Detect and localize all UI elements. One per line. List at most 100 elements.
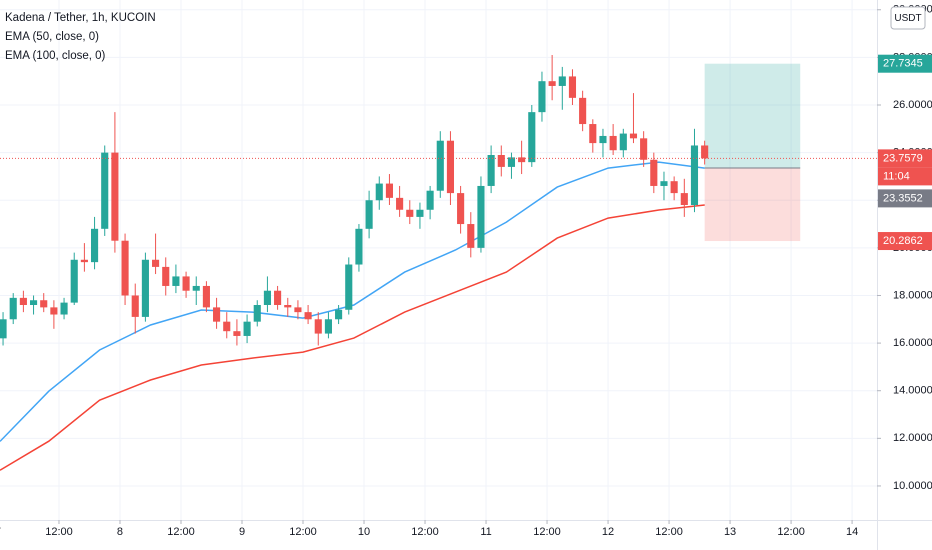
candle-body — [213, 307, 221, 322]
currency-box[interactable] — [890, 6, 926, 30]
candle-body — [101, 152, 109, 229]
countdown-box — [878, 167, 932, 186]
target-price-label: 27.7345 — [883, 58, 923, 70]
candle-body — [314, 319, 322, 334]
x-tick-label: 12 — [602, 526, 614, 538]
y-tick-label: 16.0000 — [893, 337, 932, 349]
x-tick-label: 12:00 — [533, 526, 561, 538]
candle-body — [29, 300, 38, 305]
candle-body — [609, 135, 617, 151]
target-price-label-box — [878, 54, 932, 73]
candle-body — [477, 185, 485, 248]
currency-button[interactable]: USDT — [890, 6, 926, 30]
candle-body — [263, 290, 271, 305]
candle-body — [355, 228, 363, 265]
candle-body — [19, 297, 27, 305]
y-tick-label: 26.0000 — [893, 99, 932, 111]
candle-body — [426, 190, 434, 210]
stop-price-label: 20.2862 — [883, 235, 923, 247]
candle-body — [416, 209, 424, 217]
candle-body — [223, 321, 231, 332]
candle-body — [650, 159, 658, 186]
candle-body — [121, 240, 129, 296]
x-tick-label: 9 — [239, 526, 245, 538]
candle-body — [518, 157, 526, 163]
candle-body — [599, 135, 607, 144]
candle-body — [80, 259, 88, 263]
candle-body — [40, 300, 48, 308]
candle-body — [406, 209, 414, 217]
stop-price-label-box — [878, 232, 932, 251]
candle-body — [528, 112, 536, 163]
x-tick-label: 8 — [117, 526, 123, 538]
candle-body — [589, 124, 597, 144]
candle-body — [670, 181, 678, 194]
candle-body — [497, 155, 505, 167]
candle-body — [0, 319, 7, 339]
y-tick-label: 14.0000 — [893, 385, 932, 397]
candle-body — [579, 97, 587, 125]
candle-body — [70, 259, 78, 303]
candle-body — [558, 76, 566, 86]
countdown: 11:04 — [883, 170, 910, 182]
candle-body — [192, 285, 200, 291]
candle-body — [446, 140, 455, 194]
candle-body — [507, 157, 516, 167]
candle-body — [60, 302, 68, 315]
chart-title: Kadena / Tether, 1h, KUCOIN — [5, 12, 156, 24]
y-tick-label: 18.0000 — [893, 289, 932, 301]
candle-body — [701, 145, 709, 159]
candle-body — [690, 145, 699, 205]
x-tick-label: 14 — [846, 526, 858, 538]
entry-price-label: 23.3552 — [883, 192, 923, 204]
x-tick-label: 13 — [724, 526, 736, 538]
currency[interactable]: USDT — [894, 13, 921, 24]
candle-body — [487, 155, 495, 186]
candle-body — [111, 152, 119, 241]
legend-entry: EMA (100, close, 0) — [5, 50, 106, 62]
candle-body — [162, 266, 170, 286]
plot-area — [0, 55, 877, 471]
x-tick-label: 10 — [358, 526, 370, 538]
entry-price-label-box — [878, 189, 932, 208]
ema-line — [0, 204, 705, 471]
candle-body — [467, 224, 475, 248]
y-tick-label: 12.0000 — [893, 432, 932, 444]
candle-body — [365, 200, 373, 229]
candle-body — [568, 76, 577, 98]
candle-body — [619, 133, 627, 151]
ema-line — [0, 161, 705, 442]
candle-body — [182, 276, 190, 291]
candle-body — [640, 138, 648, 160]
x-tick-label: 12:00 — [45, 526, 73, 538]
candle-body — [436, 140, 444, 191]
candle-body — [233, 331, 241, 336]
current-price-label-box — [878, 149, 932, 168]
y-tick-label: 10.0000 — [893, 480, 932, 492]
current-price-label: 23.7579 — [883, 152, 923, 164]
x-tick-label: 12:00 — [411, 526, 439, 538]
x-tick-label: 12:00 — [777, 526, 805, 538]
candle-body — [50, 307, 58, 315]
candle-body — [243, 321, 251, 336]
candle-body — [680, 193, 688, 205]
stop-zone — [704, 167, 801, 242]
x-tick-label: 12:00 — [167, 526, 195, 538]
candle-body — [385, 183, 393, 198]
candle-body — [304, 312, 312, 320]
x-tick-label: 7 — [0, 526, 1, 538]
candle-body — [660, 181, 668, 186]
candle-body — [538, 81, 546, 113]
candle-body — [9, 297, 17, 320]
candle-body — [294, 307, 302, 313]
candle-body — [548, 81, 556, 86]
x-tick-label: 11 — [480, 526, 491, 538]
candle-body — [274, 290, 282, 305]
candle-body — [335, 309, 343, 320]
candle-body — [396, 197, 404, 210]
candle-body — [629, 133, 638, 139]
legend: Kadena / Tether, 1h, KUCOIN EMA (50, clo… — [5, 12, 156, 62]
candle-body — [91, 228, 99, 263]
